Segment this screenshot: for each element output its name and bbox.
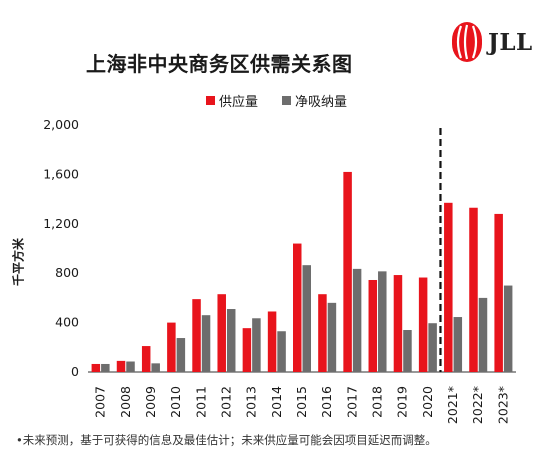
bar-supply [141,346,151,372]
x-tick-label: 2017 [344,386,359,418]
bar-absorption [403,330,412,372]
bar-absorption [352,268,362,372]
x-tick-label: 2016 [319,386,334,418]
bar-supply [91,363,101,372]
x-tick-label: 2022* [470,386,485,424]
x-tick-label: 2019 [395,386,410,418]
bar-supply [393,275,403,372]
bar-absorption [503,285,513,372]
bar-absorption [101,363,110,372]
legend-swatch-supply [206,96,215,105]
bar-absorption [302,265,311,372]
bar-supply [217,294,226,372]
bar-supply [469,207,478,372]
bar-supply [192,299,201,372]
y-tick-label: 1,600 [43,166,79,181]
legend-item-absorption: 净吸纳量 [282,91,347,110]
bar-supply [444,202,453,372]
jll-emblem-icon [452,22,482,62]
x-tick-label: 2023* [495,386,510,424]
footnote: •未来预测，基于可获得的信息及最佳估计；未来供应量可能会因项目延迟而调整。 [16,433,437,447]
bar-absorption [126,361,135,372]
bar-absorption [478,297,488,372]
x-tick-label: 2015 [294,386,309,418]
bar-absorption [226,309,236,372]
bar-absorption [428,323,437,372]
bar-supply [116,360,126,372]
legend-label-supply: 供应量 [219,95,259,110]
x-tick-label: 2020 [420,386,435,418]
bar-supply [368,279,378,372]
legend-swatch-absorption [282,96,292,105]
bar-supply [167,322,176,372]
x-tick-label: 2018 [370,386,385,418]
y-tick-label: 400 [55,315,79,330]
bar-absorption [277,331,286,372]
bar-absorption [201,315,211,372]
x-tick-label: 2010 [168,386,183,418]
x-tick-label: 2012 [218,386,233,418]
chart-title: 上海非中央商务区供需关系图 [86,52,353,76]
x-tick-label: 2007 [93,386,108,418]
bar-absorption [378,271,387,372]
x-tick-label: 2014 [269,386,284,418]
x-tick-label: 2008 [118,386,133,418]
bar-absorption [453,317,463,372]
bar-supply [242,328,252,372]
x-tick-label: 2011 [193,386,208,418]
bar-supply [343,171,352,372]
y-tick-label: 0 [71,364,79,379]
x-tick-label: 2021* [445,386,460,424]
legend: 供应量 净吸纳量 [206,91,371,110]
bar-supply [318,294,327,372]
bar-supply [494,213,503,372]
y-tick-label: 2,000 [43,117,79,132]
y-tick-label: 800 [55,265,79,280]
bar-supply [267,311,277,372]
legend-item-supply: 供应量 [206,91,258,110]
bar-absorption [176,338,186,372]
y-tick-label: 1,200 [43,216,79,231]
bar-absorption [252,318,261,372]
legend-label-absorption: 净吸纳量 [295,95,348,110]
x-tick-label: 2013 [244,386,259,418]
x-tick-label: 2009 [143,386,158,418]
bar-supply [418,277,428,372]
bar-supply [293,243,302,372]
logo-text: JLL [488,28,533,56]
jll-logo: JLL [452,22,533,62]
bar-absorption [327,302,337,372]
bar-absorption [151,363,160,372]
